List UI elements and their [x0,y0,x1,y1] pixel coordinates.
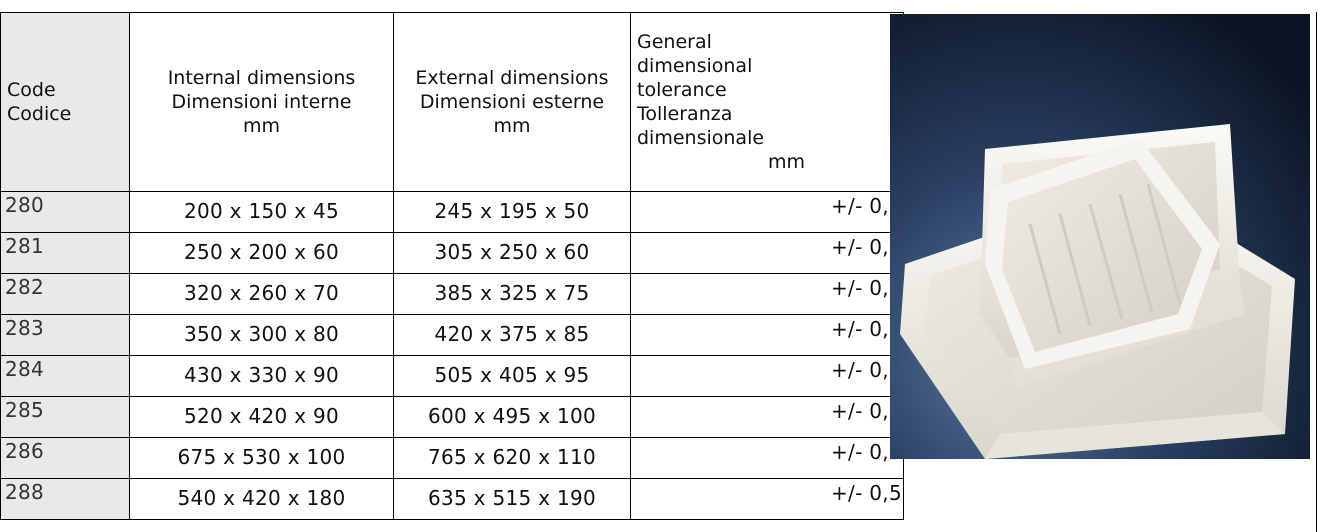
cell-tolerance: +/- 0,5 [630,355,904,397]
cell-external: 305 x 250 x 60 [393,232,631,274]
header-external-line: External dimensions [415,67,609,89]
cell-internal: 350 x 300 x 80 [129,314,394,356]
header-tolerance: General dimensional tolerance Tolleranza… [630,12,904,192]
header-tolerance-line: dimensionale [637,127,765,149]
table-header-row: Code Codice Internal dimensions Dimensio… [0,12,904,192]
cell-internal: 250 x 200 x 60 [129,232,394,274]
cell-code: 285 [0,396,130,438]
cell-external: 245 x 195 x 50 [393,191,631,233]
table-row: 282 320 x 260 x 70 385 x 325 x 75 +/- 0,… [0,273,904,315]
cell-internal: 675 x 530 x 100 [129,437,394,479]
cell-code: 281 [0,232,130,274]
table-row: 286 675 x 530 x 100 765 x 620 x 110 +/- … [0,437,904,479]
cell-tolerance: +/- 0,5 [630,232,904,274]
header-external-dimensions: External dimensions Dimensioni esterne m… [393,12,631,192]
header-internal-line: Internal dimensions [167,67,356,89]
cell-code: 284 [0,355,130,397]
header-external-unit: mm [493,115,531,137]
header-tolerance-line: dimensional [637,55,753,77]
cell-internal: 520 x 420 x 90 [129,396,394,438]
header-internal-dimensions: Internal dimensions Dimensioni interne m… [129,12,394,192]
header-code-line: Code [7,79,56,101]
table-row: 285 520 x 420 x 90 600 x 495 x 100 +/- 0… [0,396,904,438]
cell-tolerance: +/- 0,5 [630,478,904,520]
cell-external: 765 x 620 x 110 [393,437,631,479]
cell-tolerance: +/- 0,5 [630,396,904,438]
product-photo-trays [890,14,1310,459]
cell-internal: 540 x 420 x 180 [129,478,394,520]
cell-code: 280 [0,191,130,233]
cell-tolerance: +/- 0,5 [630,191,904,233]
cell-external: 385 x 325 x 75 [393,273,631,315]
small-tray [985,139,1220,369]
header-tolerance-unit: mm [767,151,805,173]
cell-code: 288 [0,478,130,520]
cell-external: 420 x 375 x 85 [393,314,631,356]
header-code: Code Codice [0,12,130,192]
table-row: 280 200 x 150 x 45 245 x 195 x 50 +/- 0,… [0,191,904,233]
cell-external: 635 x 515 x 190 [393,478,631,520]
cell-code: 283 [0,314,130,356]
cell-tolerance: +/- 0,5 [630,314,904,356]
cell-tolerance: +/- 0,5 [630,437,904,479]
table-row: 284 430 x 330 x 90 505 x 405 x 95 +/- 0,… [0,355,904,397]
table-row: 281 250 x 200 x 60 305 x 250 x 60 +/- 0,… [0,232,904,274]
header-tolerance-line: tolerance [637,79,727,101]
cell-code: 286 [0,437,130,479]
table-row: 288 540 x 420 x 180 635 x 515 x 190 +/- … [0,478,904,520]
table-row: 283 350 x 300 x 80 420 x 375 x 85 +/- 0,… [0,314,904,356]
cell-external: 505 x 405 x 95 [393,355,631,397]
table-right-border [1316,12,1317,532]
cell-internal: 430 x 330 x 90 [129,355,394,397]
header-external-line: Dimensioni esterne [419,91,605,113]
cell-internal: 320 x 260 x 70 [129,273,394,315]
product-dimensions-table: Code Codice Internal dimensions Dimensio… [0,12,904,520]
header-code-line: Codice [7,103,72,125]
header-tolerance-line: Tolleranza [637,103,733,125]
cell-external: 600 x 495 x 100 [393,396,631,438]
header-tolerance-line: General [637,31,712,53]
cell-tolerance: +/- 0,5 [630,273,904,315]
cell-code: 282 [0,273,130,315]
header-internal-unit: mm [242,115,281,137]
header-internal-line: Dimensioni interne [171,91,352,113]
cell-internal: 200 x 150 x 45 [129,191,394,233]
